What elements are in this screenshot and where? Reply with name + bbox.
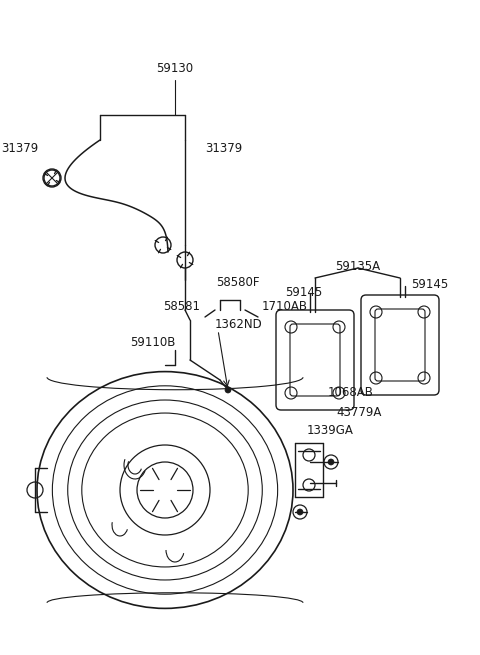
Text: 31379: 31379 [1,141,38,155]
Text: 1362ND: 1362ND [215,318,263,331]
Text: 59110B: 59110B [130,335,175,348]
Text: 59145: 59145 [286,286,323,299]
Text: 1068AB: 1068AB [328,386,374,400]
Text: 31379: 31379 [205,141,242,155]
Text: 1339GA: 1339GA [307,424,354,436]
Text: 43779A: 43779A [336,405,382,419]
Circle shape [328,459,334,465]
Circle shape [225,387,231,393]
Circle shape [297,509,303,515]
Text: 59145: 59145 [411,278,449,291]
Text: 58580F: 58580F [216,276,260,288]
Text: 59135A: 59135A [336,261,381,274]
Text: 58581: 58581 [163,301,200,314]
Text: 59130: 59130 [156,62,193,75]
Text: 1710AB: 1710AB [262,301,308,314]
